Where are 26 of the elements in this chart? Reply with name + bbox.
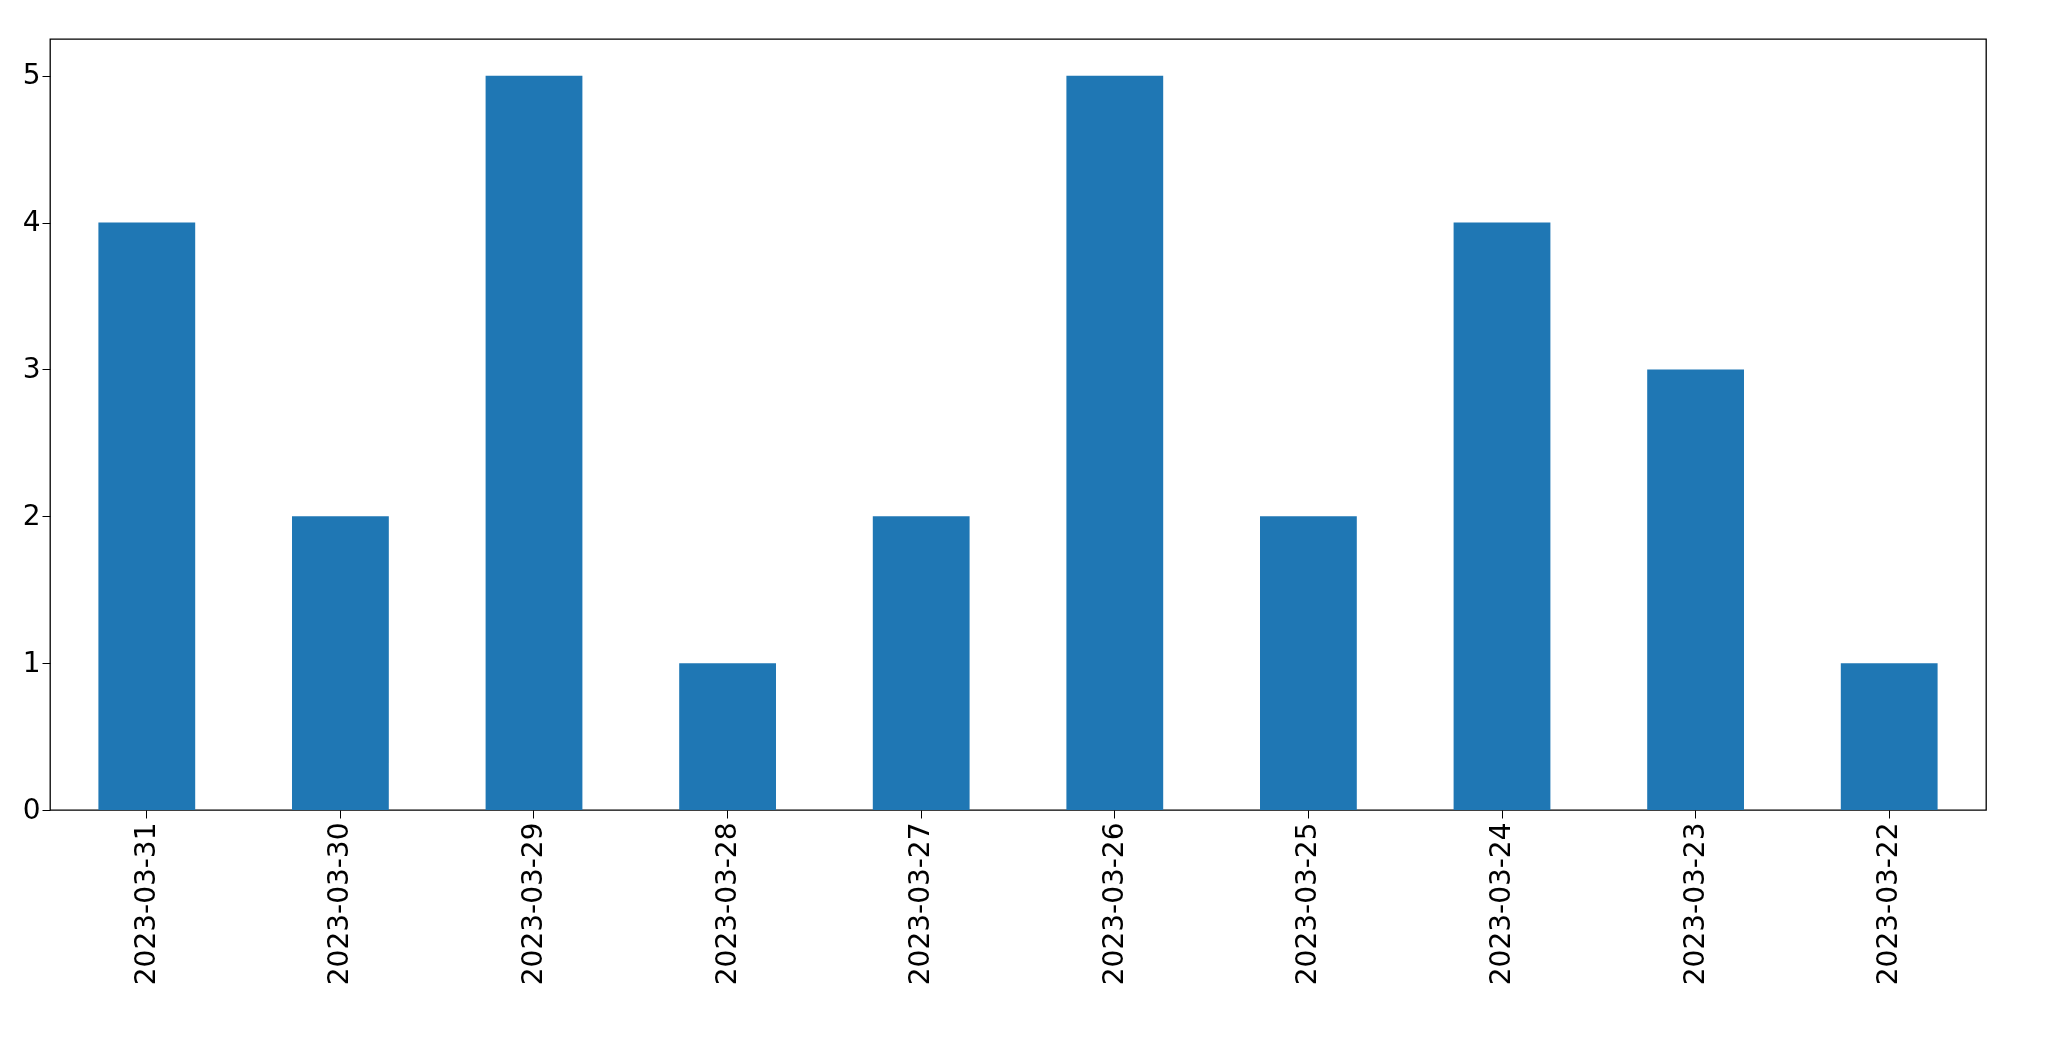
x-tick-label: 2023-03-28 [709,822,743,986]
bar [98,222,196,810]
bar [1647,369,1744,810]
x-tick-label: 2023-03-23 [1677,822,1711,986]
x-tick-label: 2023-03-27 [903,822,937,986]
y-tick-label: 0 [22,792,41,826]
x-tick-label: 2023-03-24 [1484,822,1517,986]
bar [679,663,776,810]
bar [872,516,970,810]
bar [292,516,389,810]
x-tick-label: 2023-03-31 [128,822,162,986]
x-tick-label: 2023-03-22 [1871,822,1905,986]
y-tick-label: 1 [22,645,41,679]
bar [1840,663,1938,810]
y-tick-label: 4 [22,205,41,239]
bar [1453,222,1551,810]
x-tick-label: 2023-03-29 [516,822,549,986]
y-tick-label: 2 [22,498,41,532]
bar [1260,516,1357,810]
x-tick-label: 2023-03-25 [1290,822,1324,986]
x-tick-label: 2023-03-30 [322,822,356,986]
x-tick-label: 2023-03-26 [1096,822,1130,986]
bar [485,75,583,810]
y-tick-label: 5 [22,58,41,92]
y-tick-label: 3 [22,351,41,385]
bar [1066,75,1164,810]
